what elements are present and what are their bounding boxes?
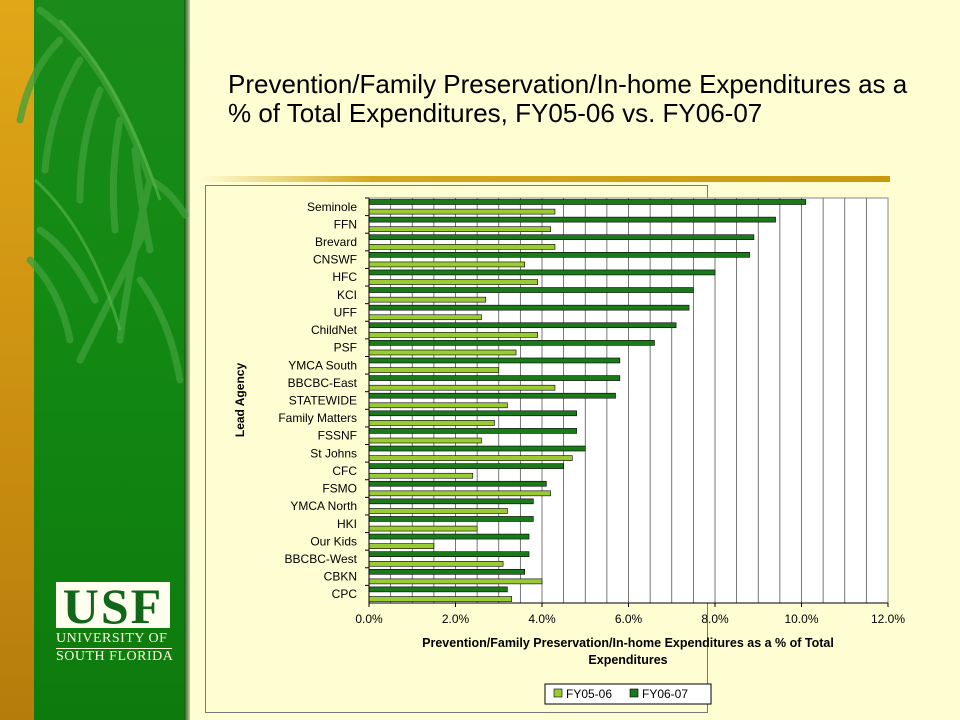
category-label: BBCBC-East <box>288 376 358 390</box>
category-label: Brevard <box>315 235 357 249</box>
bar-fy0607-childnet <box>368 322 677 329</box>
category-label: YMCA South <box>288 358 357 372</box>
category-label: CBKN <box>324 570 357 584</box>
x-axis-title: Prevention/Family Preservation/In-home E… <box>422 636 834 667</box>
bar-fy0607-psf <box>368 340 655 346</box>
bar-fy0607-ymca-north <box>368 498 534 505</box>
usf-logo-wordmark: USF <box>62 578 164 634</box>
bar-fy0607-brevard <box>368 234 755 241</box>
category-label: Seminole <box>307 200 357 214</box>
usf-logo-line2: SOUTH FLORIDA <box>56 649 174 664</box>
bar-fy0506-childnet <box>368 332 538 338</box>
bar-fy0607-cpc <box>368 586 508 593</box>
bar-fy0506-brevard <box>368 244 556 250</box>
bar-fy0506-hki <box>368 525 478 532</box>
category-label: Our Kids <box>310 534 357 548</box>
bar-fy0506-kci <box>368 296 487 303</box>
bar-fy0506-our-kids <box>368 543 435 549</box>
category-label: FSMO <box>322 482 357 496</box>
bar-fy0607-cfc <box>368 463 564 469</box>
bar-fy0506-bbcbc-west <box>368 560 504 567</box>
bar-fy0607-kci <box>368 287 694 293</box>
legend-label: FY06-07 <box>642 687 688 701</box>
bar-fy0506-cfc <box>368 472 474 479</box>
x-tick-label: 6.0% <box>615 612 643 626</box>
x-tick-label: 0.0% <box>355 612 383 626</box>
legend-swatch-fy06-07 <box>629 688 639 698</box>
usf-logo: USF UNIVERSITY OF SOUTH FLORIDA <box>56 578 176 665</box>
bar-fy0506-bbcbc-east <box>368 384 556 391</box>
bar-fy0607-ffn <box>368 216 776 223</box>
x-tick-label: 10.0% <box>784 612 818 626</box>
usf-logo-box: USF <box>56 578 170 634</box>
palm-frond-decoration <box>16 6 189 384</box>
bar-fy0506-fssnf <box>368 437 482 444</box>
category-label: PSF <box>334 341 357 355</box>
bar-fy0607-hki <box>368 516 534 522</box>
bar-fy0506-ymca-north <box>368 508 508 514</box>
bar-fy0607-fsmo <box>368 480 547 487</box>
bar-fy0506-uff <box>368 314 482 321</box>
x-tick-label: 12.0% <box>871 612 905 626</box>
usf-logo-line1: UNIVERSITY OF <box>56 631 172 649</box>
bar-fy0607-bbcbc-east <box>368 375 621 381</box>
bar-fy0506-statewide <box>368 402 508 409</box>
bar-fy0506-cbkn <box>368 578 543 585</box>
category-label: FSSNF <box>318 429 357 443</box>
bar-fy0506-family-matters <box>368 420 495 426</box>
bar-fy0607-our-kids <box>368 533 530 540</box>
category-label: FFN <box>334 217 357 231</box>
legend-label: FY05-06 <box>566 687 612 701</box>
bar-fy0607-hfc <box>368 269 716 276</box>
category-label: YMCA North <box>290 499 357 513</box>
category-label: STATEWIDE <box>289 394 357 408</box>
bar-fy0506-ffn <box>368 226 551 233</box>
bar-fy0607-fssnf <box>368 428 577 434</box>
bar-fy0506-st-johns <box>368 455 573 461</box>
category-label: HFC <box>332 270 357 284</box>
bar-fy0607-seminole <box>368 199 807 205</box>
sidebar-shadow <box>184 0 190 720</box>
x-tick-label: 8.0% <box>701 612 729 626</box>
x-tick-label: 2.0% <box>442 612 470 626</box>
bar-fy0607-bbcbc-west <box>368 551 530 557</box>
legend-box <box>544 683 712 705</box>
category-label: CPC <box>332 587 358 601</box>
slide-title: Prevention/Family Preservation/In-home E… <box>228 69 908 128</box>
y-axis-title: Lead Agency <box>233 363 247 438</box>
bar-fy0607-statewide <box>368 392 616 399</box>
bar-fy0607-uff <box>368 304 690 311</box>
category-label: HKI <box>337 517 357 531</box>
bar-fy0506-fsmo <box>368 490 551 497</box>
bar-fy0506-ymca-south <box>368 367 500 373</box>
category-label: CNSWF <box>313 253 357 267</box>
bar-fy0607-ymca-south <box>368 357 621 364</box>
bar-fy0506-cnswf <box>368 261 525 268</box>
bar-fy0607-st-johns <box>368 445 586 452</box>
title-divider <box>200 176 890 182</box>
category-label: St Johns <box>310 446 357 460</box>
bar-fy0607-cnswf <box>368 252 750 258</box>
bar-fy0607-family-matters <box>368 410 577 417</box>
category-label: Family Matters <box>278 411 357 425</box>
bar-fy0506-cpc <box>368 596 513 602</box>
category-label: KCI <box>337 288 357 302</box>
x-tick-label: 4.0% <box>528 612 556 626</box>
category-label: BBCBC-West <box>285 552 358 566</box>
bar-fy0506-hfc <box>368 279 538 285</box>
legend-swatch-fy05-06 <box>553 688 563 698</box>
category-label: UFF <box>334 305 357 319</box>
category-label: CFC <box>332 464 357 478</box>
bar-fy0607-cbkn <box>368 568 525 575</box>
bar-fy0506-psf <box>368 349 517 356</box>
bar-fy0506-seminole <box>368 208 556 215</box>
category-label: ChildNet <box>311 323 358 337</box>
